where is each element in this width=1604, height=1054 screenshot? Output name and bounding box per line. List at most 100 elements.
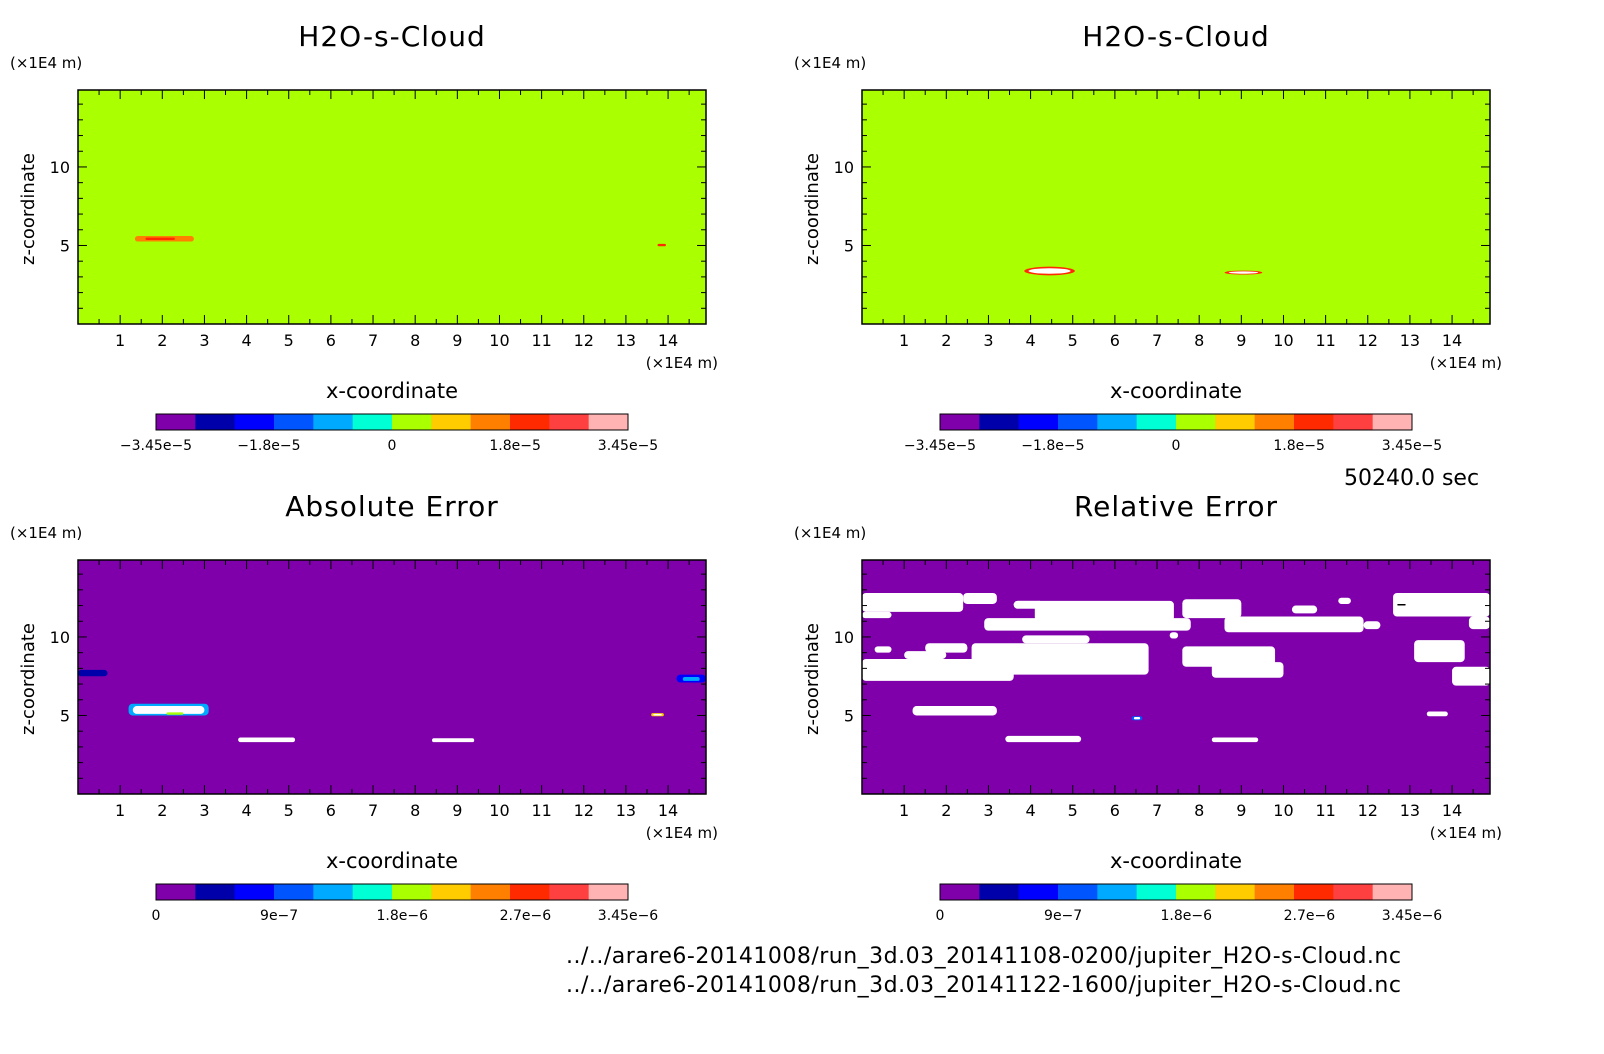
colorbar-segment (1294, 884, 1334, 900)
colorbar-segment (431, 884, 472, 900)
x-tick-label: 10 (1273, 801, 1293, 820)
x-tick-label: 12 (574, 331, 594, 350)
colorbar-segment (274, 884, 314, 900)
chart-svg: H2O-s-Cloud(×1E4 m)1 2 3 4 5 6 7 8 9 10 11 12 13 1451… (794, 20, 1502, 454)
chart-title: H2O-s-Cloud (1082, 20, 1269, 53)
x-tick-label: 14 (1442, 801, 1462, 820)
x-tick-label: 13 (616, 331, 636, 350)
colorbar-tick-label: 1.8e−5 (489, 438, 541, 454)
colorbar-tick-label: −3.45e−5 (120, 438, 192, 454)
data-patch (1397, 603, 1406, 606)
data-patch (166, 712, 184, 715)
y-tick-label: 5 (60, 236, 70, 255)
x-tick-label: 3 (983, 801, 993, 820)
data-patch (925, 643, 968, 653)
x-tick-label: 7 (1152, 331, 1162, 350)
colorbar-segment (1018, 884, 1059, 900)
x-axis-label: x-coordinate (326, 379, 458, 403)
colorbar-tick-label: −1.8e−5 (1021, 438, 1084, 454)
panel-top-right: H2O-s-Cloud (×1E4 m) 1 2 3 4 5 6 7 8 9 10 11 12 13 14 5 1… (784, 0, 1564, 470)
chart-title: Relative Error (1074, 490, 1278, 523)
x-tick-label: 12 (574, 801, 594, 820)
data-patch (78, 669, 108, 677)
data-patch (971, 643, 1149, 675)
colorbar-segment (352, 414, 393, 430)
colorbar-segment (588, 884, 629, 900)
x-tick-label: 4 (241, 801, 251, 820)
colorbar-segment (510, 884, 550, 900)
y-unit-label: (×1E4 m) (10, 54, 82, 72)
x-axis-label: x-coordinate (326, 849, 458, 873)
x-tick-label: 3 (199, 331, 209, 350)
x-tick-label: 3 (983, 331, 993, 350)
x-tick-label: 9 (1236, 801, 1246, 820)
data-patch (1211, 737, 1259, 743)
x-unit-label: (×1E4 m) (1430, 824, 1502, 842)
data-patch (1414, 640, 1465, 663)
colorbar-tick-label: 3.45e−6 (598, 908, 659, 924)
x-tick-label: 9 (452, 801, 462, 820)
colorbar-segment (1215, 884, 1256, 900)
data-patch (912, 706, 997, 716)
data-patch (1468, 616, 1490, 630)
data-patch (132, 706, 205, 714)
data-patch (1426, 711, 1448, 717)
colorbar-segment (1058, 414, 1098, 430)
colorbar-segment (156, 414, 196, 430)
colorbar-segment (1294, 414, 1334, 430)
x-tick-label: 5 (284, 331, 294, 350)
x-tick-label: 2 (157, 331, 167, 350)
colorbar-tick-label: 9e−7 (260, 908, 298, 924)
colorbar-segment (1058, 884, 1098, 900)
x-tick-label: 2 (941, 801, 951, 820)
colorbar-segment (352, 884, 393, 900)
colorbar-segment (1254, 884, 1295, 900)
data-patch (1338, 597, 1351, 604)
colorbar-segment (195, 884, 236, 900)
colorbar-segment (1097, 414, 1138, 430)
data-patch (1022, 635, 1090, 644)
y-axis-label: z-coordinate (18, 623, 39, 735)
colorbar-segment (510, 414, 550, 430)
data-patch (862, 592, 964, 612)
x-tick-label: 6 (326, 331, 336, 350)
colorbar-tick-label: 0 (152, 908, 161, 924)
panel-bottom-right: Relative Error (×1E4 m) 1 2 3 4 5 6 7 8 9 10 11 12 13 1… (784, 470, 1564, 940)
data-patch (1005, 735, 1082, 743)
panel-top-left: H2O-s-Cloud (×1E4 m) 1 2 3 4 5 6 7 8 9 10 11 12 13 14 5 1… (0, 0, 780, 470)
data-patch (1452, 666, 1490, 686)
colorbar-segment (1333, 884, 1374, 900)
x-tick-label: 4 (1025, 801, 1035, 820)
colorbar-segment (1215, 414, 1256, 430)
y-tick-label: 5 (844, 236, 854, 255)
x-tick-label: 8 (410, 331, 420, 350)
x-tick-label: 13 (1400, 331, 1420, 350)
time-label: 50240.0 sec (1344, 466, 1480, 491)
plot-area (78, 560, 706, 794)
colorbar-tick-label: 1.8e−6 (1161, 908, 1213, 924)
panel-bottom-left: Absolute Error (×1E4 m) 1 2 3 4 5 6 7 8 9 10 11 12 13 1… (0, 470, 780, 940)
data-patch (1182, 646, 1276, 667)
data-patch (145, 237, 175, 240)
data-patch (874, 646, 892, 653)
plot-frame (861, 89, 1491, 325)
y-tick-label: 10 (834, 628, 854, 647)
data-patch (862, 611, 892, 619)
colorbar-tick-label: 0 (936, 908, 945, 924)
colorbar-segment (1372, 884, 1413, 900)
x-tick-label: 3 (199, 801, 209, 820)
data-patch (657, 243, 666, 247)
colorbar-tick-label: 0 (1172, 438, 1181, 454)
data-patch (1228, 271, 1259, 274)
data-patch (1182, 599, 1242, 619)
colorbar-tick-label: 3.45e−5 (598, 438, 658, 454)
colorbar-segment (392, 884, 432, 900)
x-tick-label: 7 (368, 801, 378, 820)
x-tick-label: 4 (241, 331, 251, 350)
data-patch (1291, 605, 1318, 614)
x-tick-label: 9 (1236, 331, 1246, 350)
x-tick-label: 12 (1358, 801, 1378, 820)
colorbar-segment (156, 884, 196, 900)
x-tick-label: 13 (1400, 801, 1420, 820)
colorbar-segment (313, 884, 354, 900)
